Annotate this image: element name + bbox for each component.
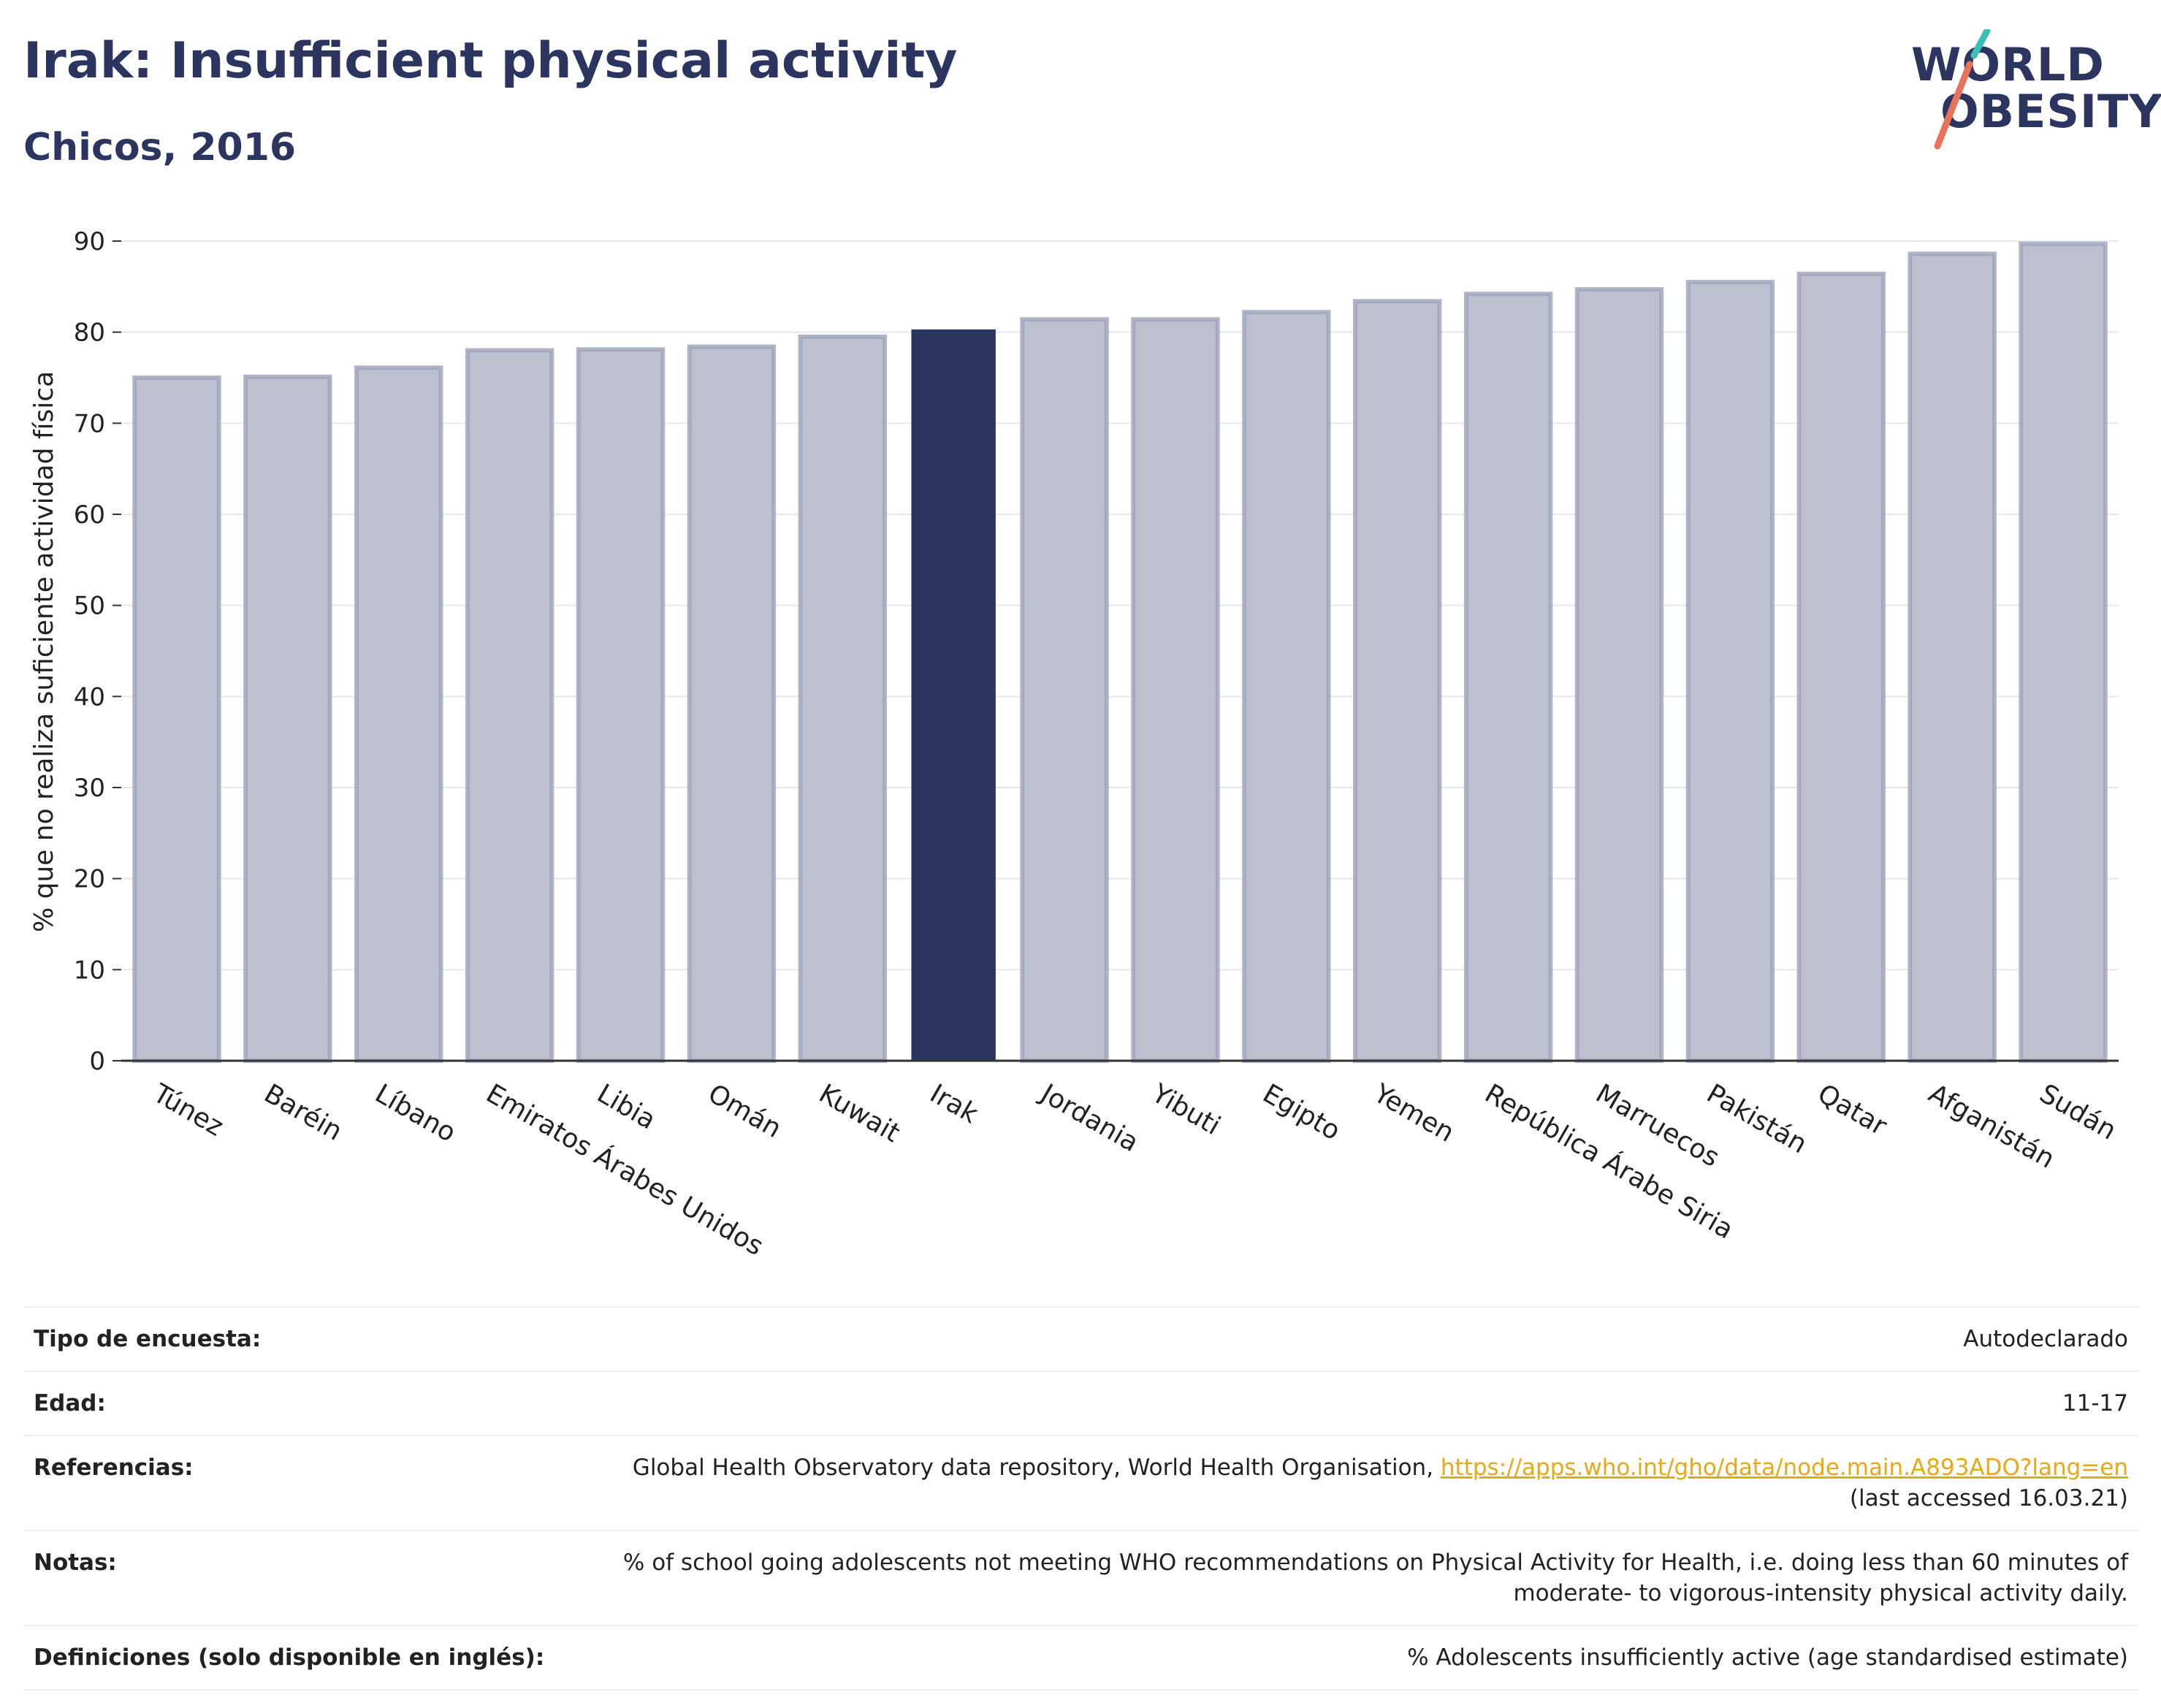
info-label: Tipo de encuesta: xyxy=(34,1326,262,1352)
bar-baréin xyxy=(243,374,332,1063)
x-tick-label: Kuwait xyxy=(814,1078,905,1148)
gridlines xyxy=(113,240,2119,1061)
x-tick-label: Sudán xyxy=(2035,1078,2122,1145)
info-value: % Adolescents insufficiently active (age… xyxy=(1407,1644,2128,1671)
x-tick-label: Baréin xyxy=(259,1078,348,1146)
bar-irak xyxy=(911,329,996,1061)
bar-egipto xyxy=(1242,310,1331,1063)
y-tick-label: 80 xyxy=(74,319,105,348)
x-tick-label: Afganistán xyxy=(1924,1078,2059,1174)
x-tick-label: Yibuti xyxy=(1146,1078,1225,1141)
logo-word-1: WORLD xyxy=(1911,38,2105,91)
bar-yibuti xyxy=(1131,317,1220,1064)
x-tick-label: Jordania xyxy=(1034,1078,1143,1158)
info-label: Notas: xyxy=(34,1549,117,1576)
y-tick-label: 50 xyxy=(74,592,105,621)
y-tick-label: 0 xyxy=(89,1047,105,1076)
bar-túnez xyxy=(132,375,221,1063)
bar-emiratos-árabes-unidos xyxy=(465,348,554,1064)
reference-accessed: (last accessed 16.03.21) xyxy=(1849,1485,2128,1511)
x-tick-label: Omán xyxy=(703,1078,786,1144)
info-row-survey-type: Tipo de encuesta: Autodeclarado xyxy=(23,1306,2138,1370)
x-tick-label: Yemen xyxy=(1368,1078,1460,1148)
x-tick-label: Líbano xyxy=(370,1078,460,1148)
y-tick-label: 30 xyxy=(74,774,105,803)
y-tick-label: 70 xyxy=(74,409,105,438)
y-tick-label: 60 xyxy=(74,500,105,530)
bar-omán xyxy=(687,344,777,1063)
bar-líbano xyxy=(354,365,443,1063)
bars xyxy=(132,241,2108,1064)
x-tick-labels: Túnez Baréin Líbano Emiratos Árabes UnidosL… xyxy=(148,1078,2122,1262)
x-tick-label: Libia xyxy=(592,1078,660,1135)
bar-libia xyxy=(576,347,666,1063)
bar-jordania xyxy=(1020,317,1109,1064)
bar-pakistán xyxy=(1685,280,1775,1064)
world-obesity-logo: WORLD OBESITY xyxy=(1907,29,2161,161)
reference-text: Global Health Observatory data repositor… xyxy=(632,1455,1441,1481)
bar-kuwait xyxy=(798,334,887,1063)
info-label: Definiciones (solo disponible en inglés)… xyxy=(34,1644,545,1671)
bar-sudán xyxy=(2019,241,2108,1063)
bar-república-árabe-siria xyxy=(1463,291,1553,1064)
info-value: Autodeclarado xyxy=(1963,1326,2128,1352)
info-value: 11-17 xyxy=(2062,1390,2128,1417)
x-tick-label: Irak xyxy=(925,1078,983,1129)
info-table: Tipo de encuesta: Autodeclarado Edad: 11… xyxy=(23,1306,2138,1690)
x-tick-label: Egipto xyxy=(1258,1078,1346,1146)
bar-marruecos xyxy=(1574,287,1664,1063)
info-value: Global Health Observatory data repositor… xyxy=(633,1452,2128,1514)
info-label: Referencias: xyxy=(34,1455,194,1481)
info-row-age: Edad: 11-17 xyxy=(23,1370,2138,1435)
reference-link[interactable]: https://apps.who.int/gho/data/node.main.… xyxy=(1440,1455,2128,1481)
info-value: % of school going adolescents not meetin… xyxy=(622,1549,2128,1606)
info-row-notes: Notas: % of school going adolescents not… xyxy=(23,1530,2138,1625)
chart-subtitle: Chicos, 2016 xyxy=(23,126,297,169)
info-row-references: Referencias: Global Health Observatory d… xyxy=(23,1435,2138,1530)
info-row-definitions: Definiciones (solo disponible en inglés)… xyxy=(23,1625,2138,1690)
y-tick-label: 20 xyxy=(74,865,105,894)
bar-afganistán xyxy=(1907,251,1997,1063)
y-tick-label: 90 xyxy=(74,227,105,256)
chart-title: Irak: Insufficient physical activity xyxy=(23,32,958,90)
y-axis-label: % que no realiza suficiente actividad fí… xyxy=(29,371,59,932)
x-tick-label: Túnez xyxy=(148,1078,229,1143)
info-label: Edad: xyxy=(34,1390,106,1417)
logo-slash-icon xyxy=(1934,29,1991,150)
bar-qatar xyxy=(1796,271,1886,1063)
y-tick-label: 40 xyxy=(74,682,105,712)
bar-yemen xyxy=(1353,299,1442,1063)
logo-word-2: OBESITY xyxy=(1940,85,2161,138)
x-tick-label: Qatar xyxy=(1813,1078,1891,1141)
y-tick-labels: 0 10 20 30 40 50 60 70 80 90 xyxy=(74,227,105,1076)
y-tick-label: 10 xyxy=(74,956,105,985)
